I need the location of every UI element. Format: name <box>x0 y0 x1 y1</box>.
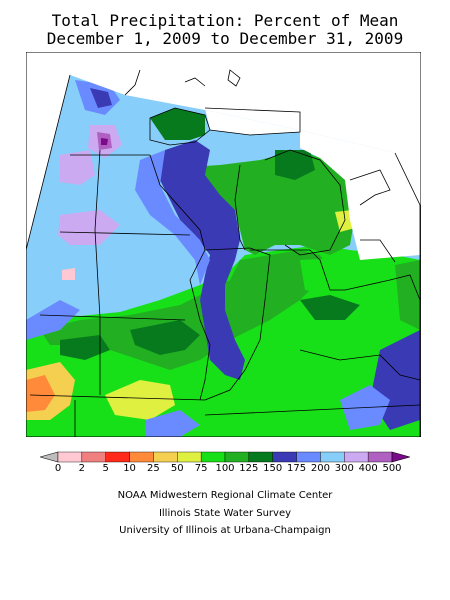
legend-swatch <box>344 451 369 463</box>
legend-tick-label: 5 <box>102 463 109 474</box>
legend-swatch <box>81 451 106 463</box>
legend-swatch <box>367 451 393 463</box>
legend-arrow-low <box>40 451 59 463</box>
legend-swatch <box>105 451 130 463</box>
credit-line1: NOAA Midwestern Regional Climate Center <box>117 490 333 501</box>
legend-swatch <box>57 451 83 463</box>
legend-tick-label: 175 <box>287 463 307 474</box>
legend-tick-label: 0 <box>54 463 62 474</box>
legend-swatch <box>177 451 202 463</box>
boundary-lines <box>26 69 421 437</box>
legend-colorbar <box>40 451 410 463</box>
legend-tick-label: 125 <box>239 463 259 474</box>
legend-tick-label: 75 <box>194 463 208 474</box>
map-title-line1: Total Precipitation: Percent of Mean <box>51 11 399 30</box>
legend-tick-label: 25 <box>147 463 160 474</box>
legend-swatch <box>129 451 154 463</box>
legend-swatch <box>248 451 273 463</box>
legend-tick-label: 400 <box>358 463 378 474</box>
legend-tick-label: 50 <box>170 463 184 474</box>
legend-ticks: 0 2 5 10 25 50 75 100 125 150 175 200 300 400 500 <box>40 463 410 477</box>
credit-line2: Illinois State Water Survey <box>158 508 292 519</box>
legend-tick-label: 2 <box>78 463 86 474</box>
legend-tick-label: 300 <box>334 463 354 474</box>
credit-line3: University of Illinois at Urbana-Champai… <box>119 525 331 536</box>
legend-swatch <box>272 451 297 463</box>
legend-swatch <box>320 451 345 463</box>
legend-tick-label: 200 <box>310 463 330 474</box>
precipitation-fill <box>26 75 420 437</box>
map-title-line2: December 1, 2009 to December 31, 2009 <box>46 29 404 48</box>
precipitation-map <box>26 52 421 437</box>
legend-arrow-high <box>391 451 410 463</box>
legend-swatch <box>200 451 226 463</box>
legend-tick-label: 10 <box>123 463 136 474</box>
legend-swatch <box>296 451 321 463</box>
legend-tick-label: 500 <box>382 463 402 474</box>
legend-swatch <box>224 451 250 463</box>
legend-tick-label: 100 <box>215 463 235 474</box>
legend-tick-label: 150 <box>263 463 283 474</box>
legend-swatch <box>153 451 178 463</box>
